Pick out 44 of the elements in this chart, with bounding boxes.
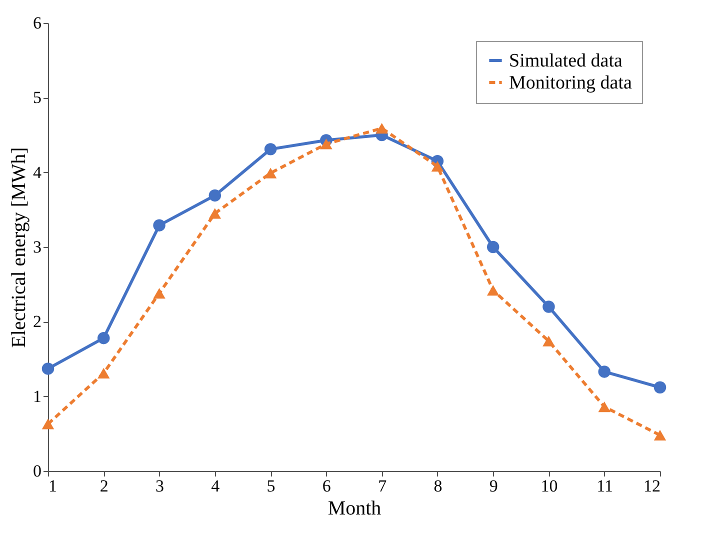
point bbox=[98, 368, 110, 378]
point bbox=[208, 208, 222, 219]
x-tick-label: 11 bbox=[596, 476, 614, 496]
point bbox=[153, 219, 166, 232]
point bbox=[486, 285, 500, 296]
point bbox=[98, 332, 110, 344]
y-tick-label: 1 bbox=[33, 386, 42, 406]
legend-label: Monitoring data bbox=[509, 72, 633, 94]
point bbox=[208, 189, 222, 202]
x-tick-label: 8 bbox=[434, 476, 442, 496]
point bbox=[42, 362, 54, 375]
x-tick-label: 2 bbox=[100, 476, 108, 496]
point bbox=[264, 143, 277, 156]
point bbox=[654, 381, 666, 394]
y-tick-label: 3 bbox=[33, 238, 42, 256]
point bbox=[264, 168, 277, 178]
point bbox=[542, 300, 555, 313]
x-axis-title: Month bbox=[328, 498, 382, 520]
x-tick-label: 6 bbox=[322, 476, 331, 496]
y-axis-title: Electrical energy [MWh] bbox=[8, 147, 30, 348]
y-tick-label: 4 bbox=[33, 162, 42, 182]
x-tick-label: 7 bbox=[378, 476, 388, 496]
point bbox=[598, 401, 610, 412]
y-tick-label: 5 bbox=[33, 88, 42, 108]
x-tick-label: 9 bbox=[489, 476, 498, 496]
x-tick-label: 3 bbox=[156, 476, 164, 496]
point bbox=[42, 418, 54, 430]
x-tick-label: 4 bbox=[211, 476, 220, 496]
point bbox=[320, 138, 332, 150]
point bbox=[542, 336, 555, 346]
x-tick-label: 12 bbox=[644, 476, 660, 496]
point bbox=[486, 240, 500, 254]
point bbox=[376, 122, 388, 134]
point bbox=[431, 161, 444, 172]
legend-label: Simulated data bbox=[509, 50, 624, 72]
y-tick-label: 0 bbox=[33, 462, 42, 480]
y-tick-label: 6 bbox=[33, 14, 42, 32]
x-tick-label: 10 bbox=[540, 476, 558, 496]
y-tick-label: 2 bbox=[33, 312, 42, 332]
point bbox=[598, 366, 610, 378]
point bbox=[153, 288, 166, 299]
x-tick-label: 1 bbox=[48, 476, 57, 496]
x-tick-label: 5 bbox=[266, 476, 276, 496]
point bbox=[654, 430, 666, 440]
